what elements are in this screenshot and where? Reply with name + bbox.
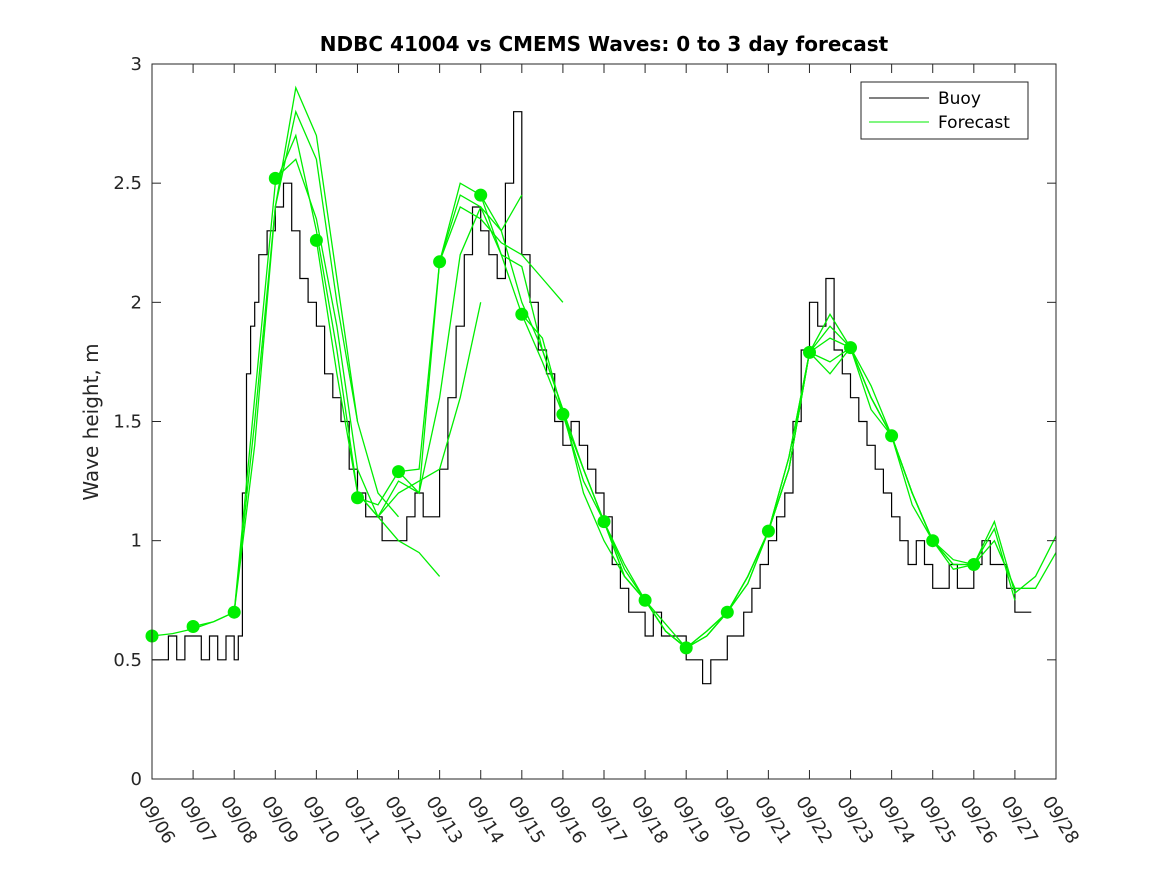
x-tick-label-10: 09/16 [545,793,590,848]
y-tick-label-6: 3 [131,54,142,75]
forecast-marker-9 [515,307,529,321]
forecast-marker-layer [145,171,981,655]
forecast-marker-3 [268,171,282,185]
legend-forecast-label: Forecast [938,113,1010,133]
legend-box [860,81,1029,140]
x-tick-label-20: 09/26 [956,793,1001,848]
forecast-marker-4 [309,233,323,247]
forecast-marker-15 [761,524,775,538]
forecast-marker-13 [679,641,693,655]
plot-area [152,64,1056,779]
x-tick-label-15: 09/21 [750,793,795,848]
forecast-marker-5 [351,491,364,505]
x-tick-label-9: 09/15 [504,793,549,848]
forecast-line-5 [357,206,564,506]
x-tick-label-7: 09/13 [421,793,466,848]
forecast-line-1 [192,85,399,628]
x-tick-label-2: 09/08 [216,793,261,848]
x-tick-label-19: 09/25 [914,793,959,848]
x-tick-label-3: 09/09 [257,793,302,848]
forecast-line-2 [233,133,441,613]
chart-title: NDBC 41004 vs CMEMS Waves: 0 to 3 day fo… [320,32,889,56]
forecast-marker-8 [474,188,488,202]
forecast-marker-16 [803,345,816,359]
x-tick-label-11: 09/17 [586,793,631,848]
x-tick-label-12: 09/18 [627,793,672,848]
forecast-series-layer [151,85,1057,649]
forecast-line-17 [849,347,1057,595]
forecast-marker-20 [967,558,981,571]
legend-buoy-label: Buoy [938,89,981,109]
y-axis-ticks: 0 0.5 1 1.5 2 2.5 3 [113,54,1056,790]
x-tick-label-17: 09/23 [832,793,877,848]
forecast-marker-19 [926,534,940,548]
x-tick-label-5: 09/11 [339,793,384,848]
x-tick-label-21: 09/27 [997,793,1042,848]
forecast-marker-17 [844,341,857,355]
forecast-marker-7 [433,255,447,269]
forecast-line-0 [151,109,359,637]
x-tick-label-1: 09/07 [175,793,220,848]
legend: Buoy Forecast [860,81,1029,140]
forecast-marker-2 [227,605,241,619]
y-tick-label-3: 1.5 [113,412,142,433]
y-tick-label-0: 0 [131,769,142,790]
x-tick-label-6: 09/12 [380,793,425,848]
x-tick-label-18: 09/24 [873,793,918,848]
forecast-marker-12 [638,593,652,607]
forecast-marker-11 [597,515,611,529]
forecast-marker-1 [186,620,200,633]
x-tick-label-16: 09/22 [791,793,836,848]
x-tick-label-14: 09/20 [709,793,754,848]
y-tick-label-4: 2 [131,292,142,313]
forecast-line-7 [438,182,646,601]
x-tick-label-22: 09/28 [1038,793,1083,848]
forecast-marker-10 [556,407,570,421]
x-tick-label-8: 09/14 [462,793,507,848]
x-tick-label-4: 09/10 [298,793,343,848]
forecast-line-8 [480,194,687,649]
forecast-marker-18 [885,429,899,443]
y-tick-label-2: 1 [131,531,142,552]
x-tick-label-13: 09/19 [668,793,713,848]
y-tick-label-5: 2.5 [113,173,142,194]
forecast-marker-14 [720,605,734,619]
y-tick-label-1: 0.5 [113,650,142,671]
y-axis-label: Wave height, m [79,343,103,500]
x-tick-label-0: 09/06 [134,793,179,848]
forecast-marker-6 [392,465,405,479]
